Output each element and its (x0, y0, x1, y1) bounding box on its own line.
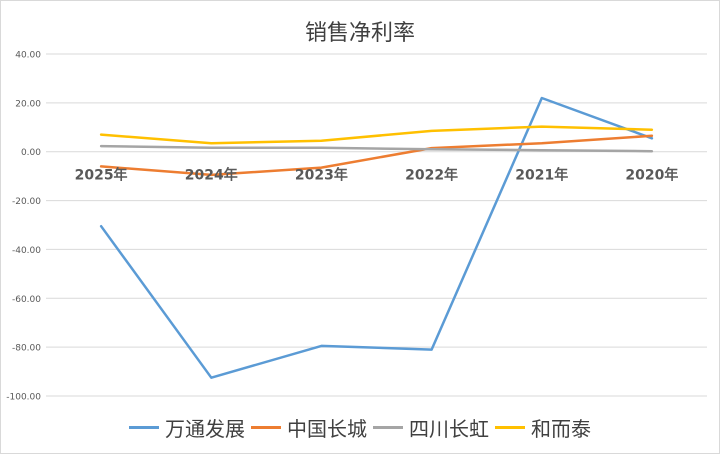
series-line-3 (99, 125, 654, 145)
x-tick-label: 2023年 (295, 167, 348, 184)
y-axis-ticks: 40.00 20.00 0.00 -20.00 -40.00 -60.00 -80.00 -1… (6, 51, 41, 403)
chart-title: 销售净利率 (304, 21, 415, 46)
legend-item: 中国长城 (251, 413, 367, 442)
x-tick-label: 2025年 (75, 167, 128, 184)
x-tick-label: 2020年 (625, 167, 678, 184)
y-tick-label: 40.00 (15, 51, 41, 61)
y-tick-label: -80.00 (12, 344, 41, 354)
gridlines (46, 53, 707, 397)
legend-item: 万通发展 (129, 413, 245, 442)
legend-label: 万通发展 (165, 417, 245, 441)
legend-item: 四川长虹 (373, 413, 489, 442)
x-tick-label: 2021年 (515, 167, 568, 184)
x-tick-label: 2022年 (405, 167, 458, 184)
y-tick-label: 20.00 (15, 99, 41, 109)
y-tick-label: -40.00 (12, 246, 41, 256)
series-line-0 (99, 96, 654, 379)
x-axis-ticks: 2025年 2024年 2023年 2022年 2021年 2020年 (75, 167, 679, 184)
y-tick-label: -100.00 (6, 393, 41, 403)
series-line-1 (99, 134, 654, 177)
y-tick-label: 0.00 (21, 148, 41, 158)
legend-label: 和而泰 (531, 417, 591, 441)
legend: 万通发展 中国长城 四川长虹 和而泰 (1, 413, 719, 442)
x-tick-label: 2024年 (185, 167, 238, 184)
legend-swatch (129, 426, 159, 429)
y-tick-label: -60.00 (12, 295, 41, 305)
legend-label: 四川长虹 (409, 417, 489, 441)
y-tick-label: -20.00 (12, 197, 41, 207)
legend-swatch (495, 426, 525, 429)
series-line-2 (99, 144, 654, 153)
legend-item: 和而泰 (495, 413, 591, 442)
series-lines (99, 96, 654, 379)
legend-swatch (373, 426, 403, 429)
legend-swatch (251, 426, 281, 429)
legend-label: 中国长城 (287, 417, 367, 441)
